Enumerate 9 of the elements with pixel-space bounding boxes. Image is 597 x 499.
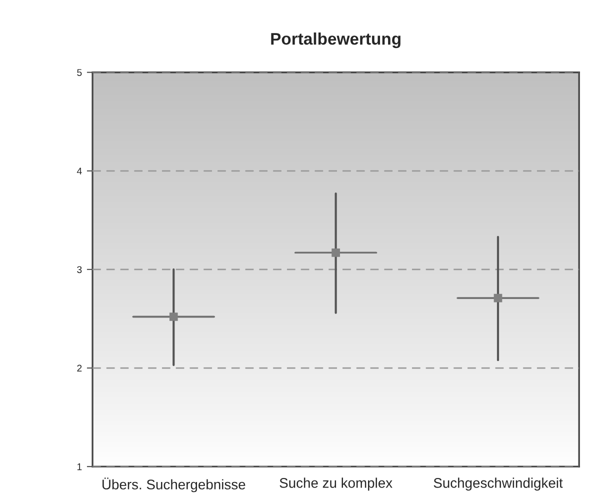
y-tick-label: 2 <box>77 364 82 372</box>
y-tick-label: 4 <box>76 168 82 174</box>
y-tick-label: 1 <box>77 463 82 470</box>
y-tick-label: 3 <box>77 266 82 274</box>
x-tick-label: Suchgeschwindigkeit <box>434 478 563 491</box>
y-tick-label: 5 <box>77 69 82 76</box>
x-tick-label: Übers. Suchergebnisse <box>102 478 246 492</box>
x-tick-label: Suche zu komplex <box>280 478 392 491</box>
chart-title: Portalbewertung <box>271 32 400 48</box>
